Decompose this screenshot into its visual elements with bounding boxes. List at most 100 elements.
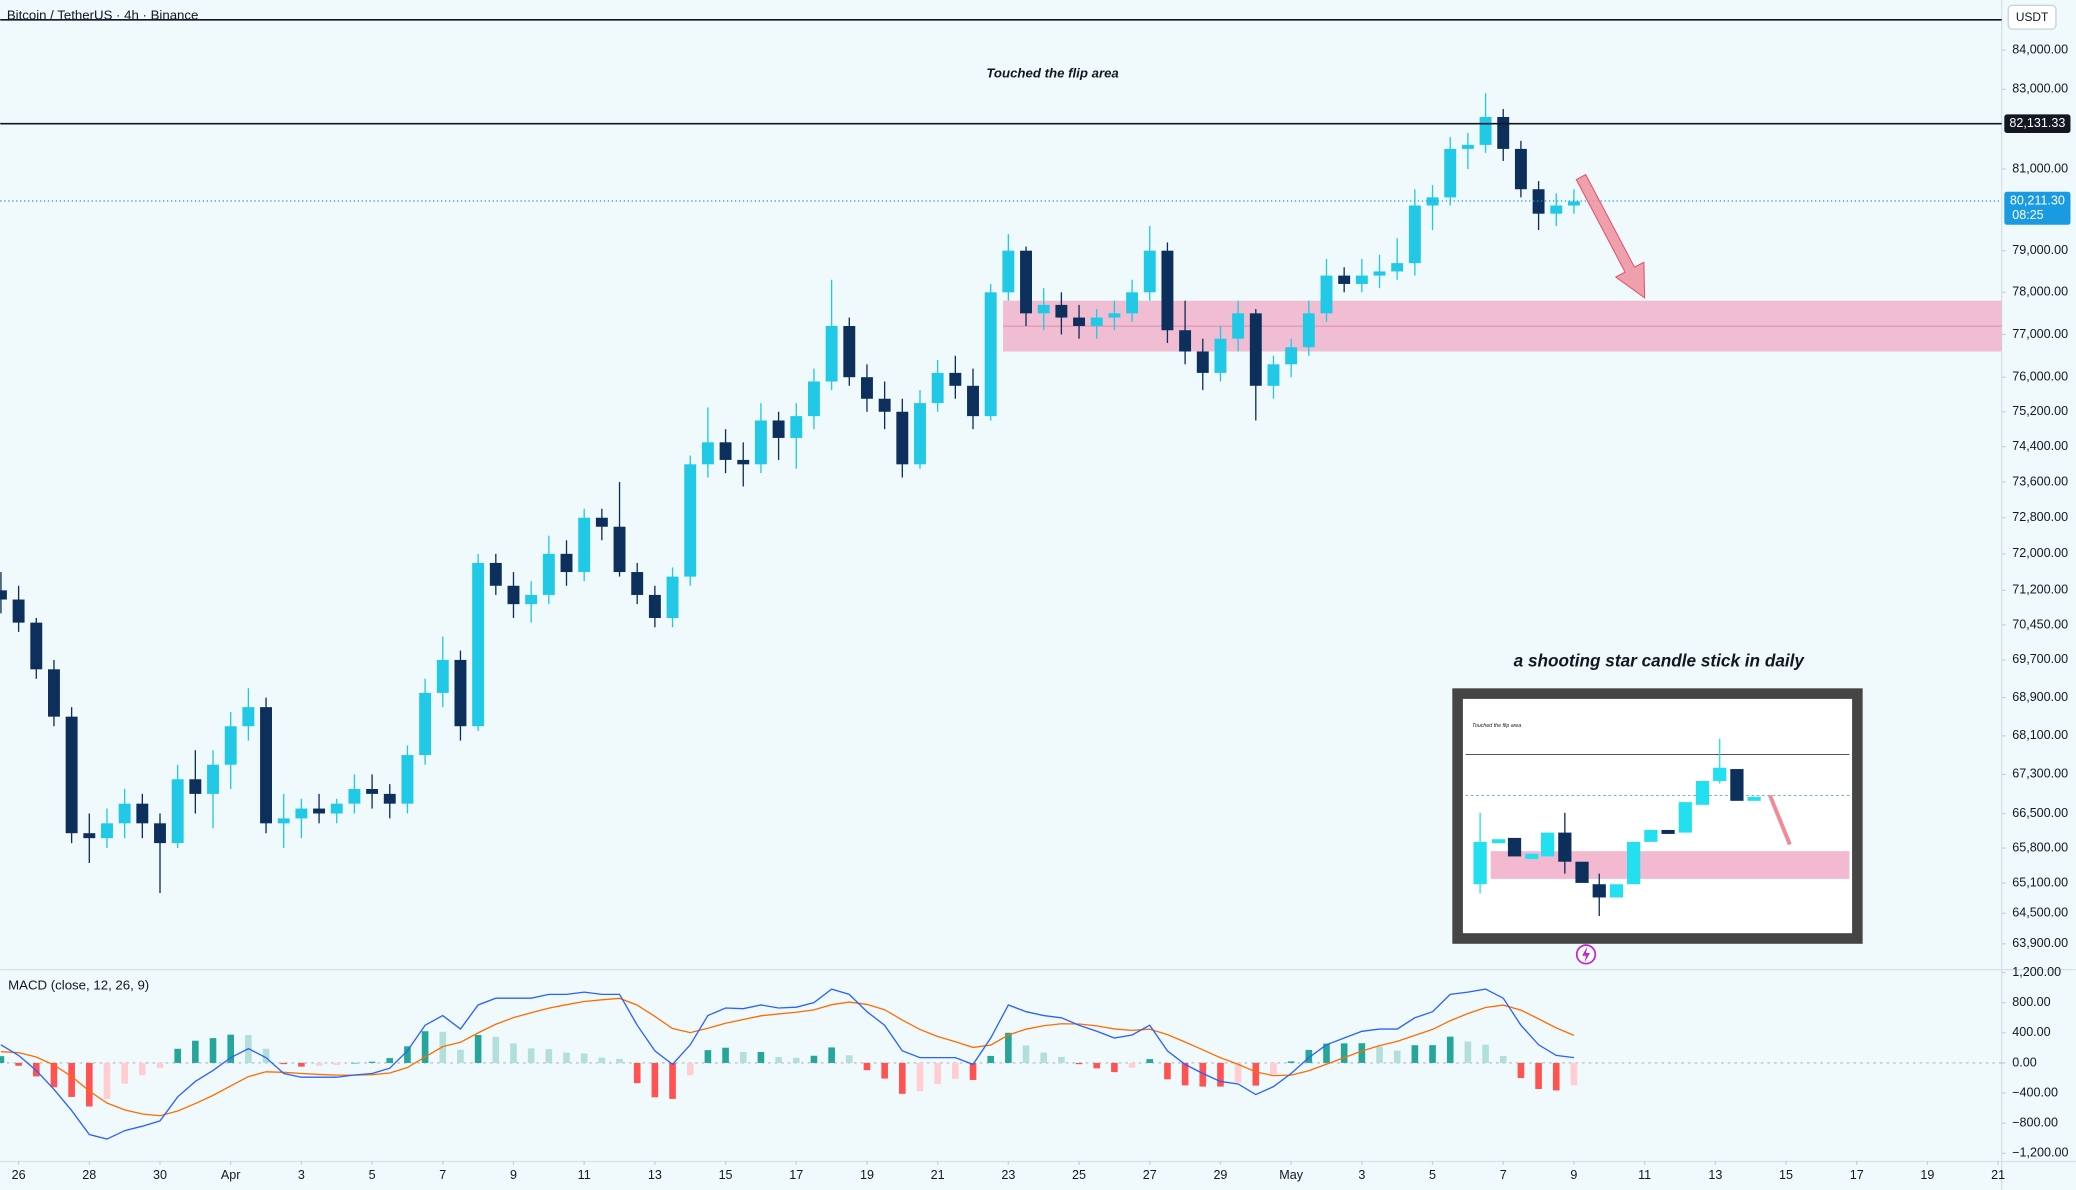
histogram-bar: [492, 1036, 500, 1063]
candle-body: [30, 622, 43, 670]
candle-body: [171, 779, 184, 844]
macd-legend[interactable]: MACD (close, 12, 26, 9): [8, 978, 149, 993]
histogram-bar: [1058, 1056, 1065, 1063]
x-tick-label: 5: [369, 1168, 376, 1182]
histogram-bar: [1075, 1062, 1083, 1065]
histogram-bar: [598, 1057, 606, 1063]
candle-body: [1232, 313, 1245, 339]
candle-body: [47, 669, 60, 717]
y-tick-label: 400.00: [2012, 1025, 2050, 1039]
annotation-text: Touched the flip area: [986, 66, 1118, 81]
histogram-bar: [280, 1062, 288, 1065]
candle-body: [631, 572, 644, 595]
candle-body: [701, 442, 714, 465]
candle-body: [1214, 338, 1227, 373]
histogram-bar: [298, 1062, 305, 1067]
candle-body: [1479, 116, 1492, 145]
histogram-bar: [1446, 1036, 1454, 1063]
y-tick-label: 72,800.00: [2012, 510, 2068, 524]
candle-body: [1126, 292, 1139, 314]
histogram-bar: [1464, 1041, 1472, 1063]
x-tick-label: 5: [1429, 1168, 1436, 1182]
y-tick-label: 800.00: [2012, 995, 2050, 1009]
histogram-bar: [209, 1038, 217, 1063]
candle-body: [1550, 205, 1563, 214]
candle-body: [914, 403, 926, 465]
candle-body: [1020, 250, 1032, 314]
y-tick-label: 72,000.00: [2012, 546, 2068, 560]
histogram-bar: [722, 1047, 729, 1063]
histogram-bar: [1340, 1043, 1348, 1063]
candle-body: [754, 420, 767, 465]
candle-body: [737, 459, 750, 465]
x-tick-label: 28: [82, 1168, 96, 1182]
histogram-bar: [881, 1062, 888, 1079]
histogram-bar: [899, 1062, 906, 1094]
histogram-bar: [0, 1056, 5, 1063]
histogram-bar: [1517, 1062, 1525, 1079]
candle-body: [224, 726, 237, 765]
x-tick-label: 7: [1500, 1168, 1507, 1182]
histogram-bar: [421, 1031, 429, 1063]
y-tick-label: −800.00: [2012, 1116, 2058, 1130]
histogram-bar: [1411, 1045, 1419, 1063]
candle-body: [648, 594, 661, 619]
currency-box[interactable]: [2007, 4, 2057, 30]
histogram-bar: [1482, 1044, 1489, 1063]
histogram-bar: [156, 1062, 164, 1069]
candle-body: [861, 377, 873, 399]
x-tick-label: May: [1279, 1168, 1303, 1182]
histogram-bar: [85, 1062, 93, 1107]
candle-body: [1426, 197, 1439, 206]
countdown-label: 08:25: [2012, 208, 2043, 222]
alert-icon[interactable]: [1575, 944, 1597, 965]
candle-body: [790, 416, 803, 438]
histogram-bar: [15, 1062, 22, 1066]
candle-body: [348, 789, 361, 804]
histogram-bar: [545, 1049, 553, 1063]
y-tick-label: 68,100.00: [2012, 728, 2068, 742]
candle-body: [1073, 317, 1086, 327]
x-tick-label: 9: [1570, 1168, 1577, 1182]
x-tick-label: 29: [1213, 1168, 1227, 1182]
histogram-bar: [1128, 1062, 1136, 1068]
candle-body: [1461, 144, 1474, 149]
histogram-bar: [1393, 1050, 1401, 1063]
candle-body: [949, 372, 962, 386]
histogram-bar: [351, 1062, 358, 1064]
histogram-bar: [68, 1062, 75, 1097]
histogram-bar: [845, 1055, 853, 1063]
inset-candles: [1473, 738, 1792, 916]
last-price-box: [2004, 191, 2071, 225]
candle-body: [896, 411, 909, 465]
histogram-bar: [757, 1052, 765, 1063]
y-tick-label: 64,500.00: [2012, 906, 2068, 920]
y-tick-label: 76,000.00: [2012, 370, 2068, 384]
y-tick-label: 0.00: [2012, 1055, 2036, 1069]
inset-note: Touched the flip area: [1472, 723, 1521, 729]
histogram-bar: [139, 1062, 146, 1076]
y-tick-label: 77,000.00: [2012, 327, 2068, 341]
candle-body: [454, 659, 467, 727]
histogram-bar: [1022, 1045, 1030, 1063]
y-tick-label: 75,200.00: [2012, 404, 2068, 418]
x-tick-label: 21: [931, 1168, 945, 1182]
last-price-label: 80,211.30: [2010, 193, 2065, 207]
candle-body: [1355, 275, 1368, 284]
histogram-bar: [686, 1062, 694, 1076]
candle-body: [207, 764, 219, 794]
symbol-title[interactable]: Bitcoin / TetherUS · 4h · Binance: [7, 7, 199, 22]
y-tick-label: −1,200.00: [2012, 1146, 2068, 1160]
candle-body: [825, 326, 838, 382]
x-tick-label: 13: [648, 1168, 662, 1182]
histogram-bar: [1164, 1062, 1171, 1080]
histogram-bar: [1217, 1062, 1224, 1087]
candle-body: [1497, 116, 1510, 149]
histogram-bar: [1005, 1032, 1012, 1063]
histogram-bar: [952, 1062, 959, 1079]
arrow: [1575, 173, 1646, 299]
candle-body: [1055, 304, 1068, 318]
histogram-bar: [1570, 1062, 1578, 1086]
candle-body: [1249, 313, 1262, 386]
